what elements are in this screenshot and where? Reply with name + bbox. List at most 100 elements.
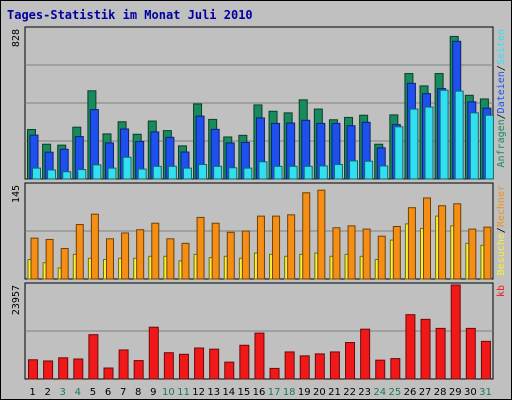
- legend-separator: /: [496, 227, 507, 233]
- bar-seiten: [182, 167, 192, 180]
- bar-kb: [435, 327, 446, 380]
- bar-kb: [329, 351, 340, 380]
- bar-kb: [58, 357, 69, 380]
- bar-seiten: [213, 165, 223, 180]
- bar-rechner: [332, 227, 341, 280]
- day-label: 5: [90, 387, 96, 398]
- bar-kb: [254, 332, 265, 380]
- y-max-label-hits: 828: [11, 29, 22, 47]
- bar-seiten: [273, 165, 283, 180]
- day-label: 11: [177, 387, 190, 398]
- bar-kb: [239, 344, 250, 380]
- bar-kb: [375, 359, 386, 380]
- bar-kb: [420, 318, 431, 380]
- bar-seiten: [32, 167, 41, 180]
- day-label: 12: [192, 387, 205, 398]
- bar-kb: [390, 358, 401, 380]
- bar-kb: [133, 360, 144, 380]
- legend-item-anfragen: Anfragen: [496, 119, 507, 167]
- bar-seiten: [122, 156, 132, 180]
- y-max-label-kb: 23957: [11, 285, 22, 315]
- bar-rechner: [453, 203, 462, 280]
- day-label: 26: [404, 387, 417, 398]
- bar-rechner: [347, 225, 356, 280]
- bar-rechner: [151, 222, 160, 280]
- day-label: 25: [389, 387, 402, 398]
- bar-seiten: [469, 112, 479, 180]
- bar-kb: [480, 340, 491, 380]
- bar-seiten: [77, 169, 87, 180]
- bar-rechner: [302, 192, 311, 280]
- day-label: 9: [150, 387, 156, 398]
- day-label: 20: [313, 387, 326, 398]
- day-label: 24: [373, 387, 386, 398]
- bar-kb: [118, 349, 129, 380]
- bar-kb: [360, 328, 371, 380]
- bar-rechner: [226, 231, 235, 280]
- bar-seiten: [424, 106, 434, 180]
- bar-rechner: [407, 207, 416, 280]
- bar-rechner: [196, 216, 205, 280]
- bar-seiten: [364, 160, 374, 180]
- legend-separator: /: [496, 65, 507, 71]
- bar-kb: [148, 326, 159, 380]
- bar-seiten: [288, 165, 298, 180]
- bar-rechner: [60, 248, 69, 280]
- day-label: 1: [29, 387, 35, 398]
- day-label: 3: [60, 387, 66, 398]
- bar-rechner: [362, 228, 371, 280]
- bar-seiten: [439, 89, 449, 180]
- day-label: 10: [162, 387, 175, 398]
- legend-item-dateien: Dateien: [496, 71, 507, 113]
- bar-kb: [43, 360, 54, 380]
- day-label: 15: [238, 387, 251, 398]
- legend-item-rechner: Rechner: [496, 185, 507, 227]
- bar-rechner: [256, 215, 265, 280]
- bar-kb: [299, 355, 310, 380]
- bar-kb: [88, 334, 99, 380]
- bar-seiten: [409, 108, 419, 180]
- bar-rechner: [272, 215, 281, 280]
- bar-kb: [450, 284, 461, 380]
- bar-seiten: [198, 164, 208, 180]
- bar-rechner: [166, 238, 175, 280]
- bar-kb: [224, 361, 235, 380]
- bar-seiten: [62, 171, 72, 180]
- bar-seiten: [137, 168, 147, 180]
- bar-kb: [163, 352, 174, 380]
- bar-seiten: [228, 167, 238, 180]
- bar-rechner: [90, 213, 99, 280]
- bar-kb: [465, 327, 476, 380]
- bar-rechner: [468, 228, 477, 280]
- day-label: 31: [479, 387, 492, 398]
- legend-kb: kb: [496, 285, 507, 297]
- day-label: 2: [44, 387, 50, 398]
- day-label: 22: [343, 387, 356, 398]
- bar-rechner: [45, 238, 54, 280]
- bar-kb: [314, 353, 325, 380]
- legend-item-kb: kb: [496, 285, 507, 297]
- bar-seiten: [454, 90, 464, 180]
- bar-seiten: [333, 164, 343, 180]
- bar-rechner: [211, 222, 220, 280]
- bar-rechner: [121, 232, 130, 280]
- day-label: 21: [328, 387, 341, 398]
- bar-rechner: [181, 242, 190, 280]
- day-label: 7: [120, 387, 126, 398]
- bar-rechner: [392, 225, 401, 280]
- day-label: 27: [419, 387, 432, 398]
- bar-kb: [194, 347, 205, 380]
- legend-item-besuche: Besuche: [496, 233, 507, 275]
- bar-rechner: [75, 224, 84, 280]
- legend-item-seiten: Seiten: [496, 29, 507, 65]
- bar-rechner: [423, 197, 432, 280]
- bar-rechner: [377, 235, 386, 280]
- bar-rechner: [136, 229, 145, 280]
- day-label: 28: [434, 387, 447, 398]
- day-label: 18: [283, 387, 296, 398]
- bar-kb: [269, 367, 280, 380]
- bar-seiten: [107, 167, 117, 180]
- day-label: 23: [358, 387, 371, 398]
- bar-kb: [73, 358, 84, 380]
